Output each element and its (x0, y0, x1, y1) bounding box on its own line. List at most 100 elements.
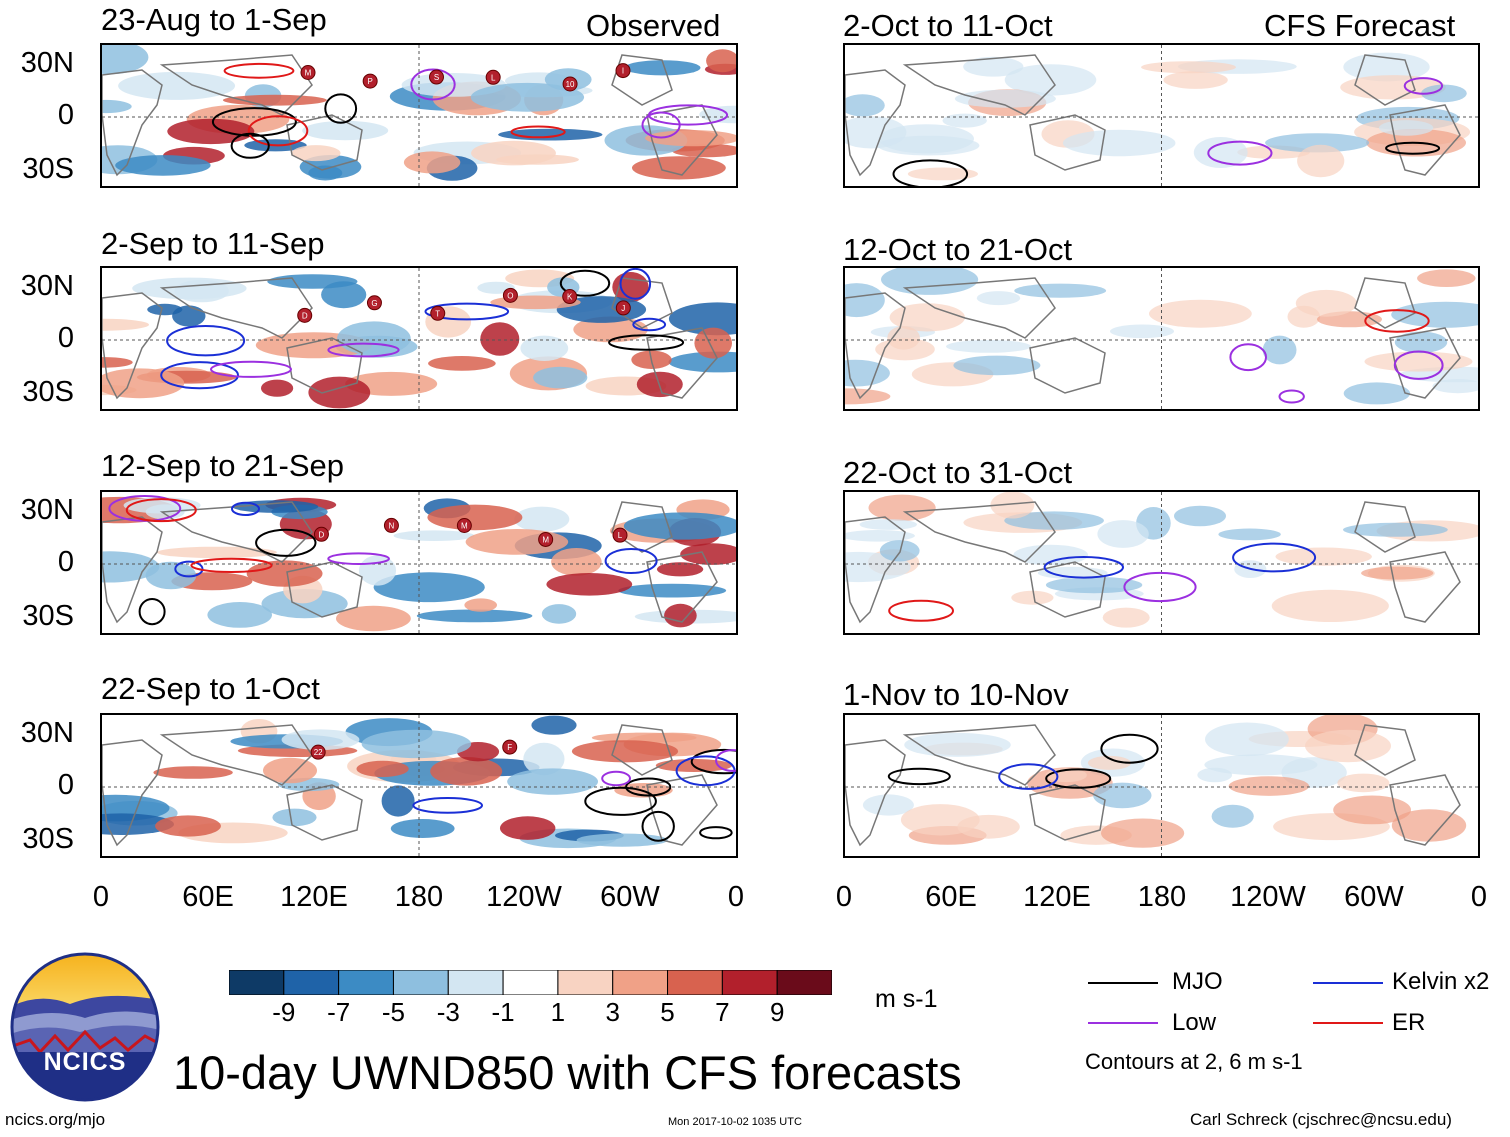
map-plot (843, 43, 1480, 188)
panel-title: 2-Sep to 11-Sep (101, 226, 325, 261)
coastline (646, 774, 718, 846)
anomaly-shade (990, 492, 1035, 519)
y-tick-label: 30N (20, 47, 74, 79)
anomaly-shade (1102, 607, 1150, 628)
anomaly-shade (155, 815, 221, 837)
colorbar-segment (502, 969, 559, 996)
cyclone-marker: I (615, 63, 631, 79)
coastline (845, 516, 906, 624)
anomaly-shade (668, 302, 736, 336)
cyclone-marker: G (366, 295, 382, 311)
anomaly-shade (877, 135, 980, 156)
cyclone-marker-label: K (567, 293, 573, 302)
anomaly-shade (102, 45, 149, 75)
anomaly-shade (1275, 547, 1372, 566)
x-tick-label: 60E (182, 881, 234, 913)
legend-line-mjo (1088, 982, 1158, 984)
anomaly-shade (1337, 773, 1390, 793)
coastline (1389, 551, 1461, 623)
cyclone-marker: D (297, 307, 313, 323)
wave-contour (887, 767, 951, 786)
wave-contour (1385, 141, 1441, 155)
anomaly-shade (1097, 520, 1149, 548)
coastline (286, 784, 363, 841)
anomaly-shade (907, 167, 978, 181)
x-tick-label: 60E (925, 881, 977, 913)
wave-contour (190, 557, 273, 574)
cyclone-marker: M (456, 518, 472, 534)
panel-title: 23-Aug to 1-Sep (101, 2, 327, 37)
anomaly-shade (102, 99, 132, 114)
ncics-logo: NCICS (10, 952, 160, 1102)
cyclone-marker-label: I (622, 67, 624, 76)
anomaly-shade (845, 283, 885, 318)
footer-url[interactable]: ncics.org/mjo (5, 1110, 106, 1129)
x-tick-label: 180 (394, 881, 444, 913)
anomaly-shade (1265, 133, 1370, 153)
anomaly-shade (656, 562, 704, 577)
wave-contour (327, 342, 400, 358)
cyclone-marker-label: S (434, 73, 439, 82)
coastline (159, 54, 313, 116)
anomaly-shade (1087, 755, 1132, 770)
map-plot: 22 F (100, 713, 738, 858)
anomaly-shade (267, 274, 358, 289)
anomaly-shade (889, 303, 965, 332)
anomaly-shade (381, 785, 415, 817)
wave-contour (166, 324, 246, 357)
cyclone-marker-label: M (461, 522, 468, 531)
wave-contour (138, 598, 166, 626)
cyclone-marker: F (502, 739, 518, 755)
colorbar (228, 969, 833, 996)
anomaly-shade (361, 729, 472, 759)
cyclone-marker: 10 (562, 76, 578, 92)
wave-contour (699, 826, 733, 840)
wave-contour (324, 93, 358, 124)
anomaly-shade (115, 155, 211, 176)
coastline (102, 292, 163, 400)
anomaly-shade (416, 609, 533, 623)
anomaly-shade (132, 277, 247, 300)
y-tick-label: 30N (20, 494, 74, 526)
coastline (1389, 104, 1461, 176)
anomaly-shade (1204, 754, 1318, 776)
coastline (902, 54, 1056, 116)
anomaly-shade (706, 49, 736, 73)
anomaly-shade (551, 548, 602, 576)
wave-contour (223, 62, 295, 79)
colorbar-segment (447, 969, 504, 996)
anomaly-shade (427, 504, 523, 531)
anomaly-shade (953, 355, 1041, 376)
cyclone-marker-label: 22 (314, 748, 323, 757)
wave-contour (1393, 350, 1444, 380)
anomaly-shade (1011, 590, 1054, 605)
anomaly-shade (1421, 84, 1467, 103)
wave-contour (888, 599, 954, 622)
x-tick-label: 0 (835, 881, 853, 913)
cyclone-marker: L (612, 527, 628, 543)
anomaly-shade (957, 814, 1020, 839)
anomaly-shade (302, 120, 389, 141)
anomaly-shade (514, 506, 570, 532)
colorbar-segment (667, 969, 723, 996)
wave-contour (715, 749, 736, 772)
map-plot (843, 490, 1480, 635)
anomaly-shade (272, 808, 317, 827)
wave-contour (255, 528, 317, 557)
cyclone-marker-label: F (507, 743, 512, 752)
colorbar-tick-label: -1 (491, 997, 515, 1027)
cyclone-marker: N (383, 517, 399, 533)
anomaly-shade (881, 268, 979, 295)
anomaly-shade (694, 327, 732, 359)
anomaly-shade (507, 768, 598, 795)
wave-contour (211, 107, 297, 137)
coastline (611, 277, 673, 329)
anomaly-shade (942, 113, 987, 128)
wave-contour (584, 786, 657, 816)
anomaly-shade (308, 165, 343, 181)
y-tick-label: 30N (20, 717, 74, 749)
coastline (1389, 774, 1461, 846)
anomaly-shade (118, 71, 236, 100)
wave-contour (125, 498, 197, 523)
coastline (102, 516, 163, 624)
